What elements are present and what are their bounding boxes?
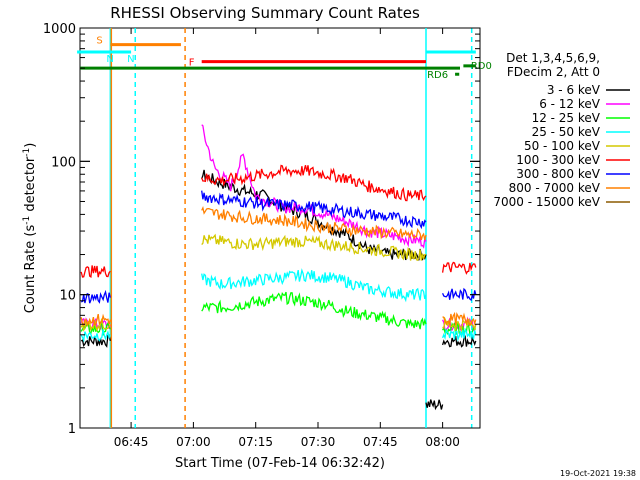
x-tick-label-1: 06:45 — [114, 435, 149, 449]
x-axis-ticks: 06:45 07:00 07:15 07:30 07:45 08:00 — [114, 28, 460, 449]
y-axis-label: Count Rate (s-1 detector-1) — [22, 143, 38, 314]
y-axis-ticks: 1 10 100 1000 — [43, 22, 480, 437]
series-1-segment-1 — [80, 334, 111, 348]
legend-label-5: 50 - 100 keV — [524, 139, 601, 153]
series-1-segment-2 — [201, 169, 427, 261]
series-1-segment-3 — [425, 399, 444, 411]
vertical-markers — [109, 28, 473, 428]
series-7-segment-2 — [201, 190, 427, 230]
flag-label-rd0: RD0 — [471, 61, 492, 72]
legend: Det 1,3,4,5,6,9,FDecim 2, Att 0 3 - 6 keV… — [493, 51, 630, 209]
flag-label-n: N — [106, 54, 113, 65]
flag-label-rd6: RD6 — [427, 70, 448, 81]
legend-label-9: 7000 - 15000 keV — [493, 195, 600, 209]
x-tick-label-2: 07:00 — [176, 435, 211, 449]
series-6-segment-1 — [80, 265, 111, 279]
chart-title: RHESSI Observing Summary Count Rates — [110, 4, 420, 22]
legend-label-1: 3 - 6 keV — [547, 83, 601, 97]
series-4-segment-3 — [441, 327, 477, 342]
series-3-segment-1 — [80, 322, 111, 336]
flag-label-f: F — [189, 58, 195, 69]
timestamp: 19-Oct-2021 19:38 — [560, 469, 636, 478]
y-tick-label-4: 1000 — [43, 22, 76, 37]
y-axis-label-rest: detector — [23, 156, 38, 216]
series-6-segment-2 — [201, 164, 427, 202]
series-5-segment-2 — [201, 233, 427, 261]
x-tick-label-5: 07:45 — [363, 435, 398, 449]
series-7-segment-1 — [80, 289, 111, 304]
y-tick-label-3: 100 — [51, 155, 76, 170]
y-axis-label-main: Count Rate (s — [23, 225, 38, 314]
series-group — [80, 124, 477, 411]
legend-label-6: 100 - 300 keV — [516, 153, 600, 167]
series-8-segment-1 — [80, 313, 111, 328]
legend-label-7: 300 - 800 keV — [516, 167, 600, 181]
series-6-segment-3 — [441, 261, 477, 275]
series-1-segment-4 — [441, 335, 477, 348]
flag-label-s: S — [96, 36, 102, 47]
y-axis-label-sup2: -1 — [22, 148, 32, 157]
legend-header-2: FDecim 2, Att 0 — [507, 65, 600, 79]
x-tick-label-3: 07:15 — [238, 435, 273, 449]
legend-label-4: 25 - 50 keV — [532, 125, 601, 139]
series-8-segment-2 — [201, 205, 427, 241]
legend-label-8: 800 - 7000 keV — [509, 181, 601, 195]
legend-label-2: 6 - 12 keV — [539, 97, 601, 111]
x-axis-label: Start Time (07-Feb-14 06:32:42) — [175, 456, 385, 471]
series-7-segment-3 — [442, 287, 477, 302]
legend-label-3: 12 - 25 keV — [532, 111, 601, 125]
x-tick-label-6: 08:00 — [425, 435, 460, 449]
legend-header-1: Det 1,3,4,5,6,9, — [506, 51, 600, 65]
series-3-segment-2 — [201, 291, 427, 330]
y-axis-label-close: ) — [23, 143, 38, 148]
series-4-segment-2 — [201, 268, 427, 303]
series-8-segment-3 — [442, 311, 477, 327]
x-tick-label-4: 07:30 — [301, 435, 336, 449]
y-tick-label-2: 10 — [59, 289, 76, 304]
plot-frame — [79, 27, 481, 429]
series-4-segment-1 — [80, 329, 111, 343]
y-axis-label-sup: -1 — [22, 216, 32, 225]
y-tick-label-1: 1 — [68, 422, 76, 437]
flag-label-n: N — [127, 54, 134, 65]
